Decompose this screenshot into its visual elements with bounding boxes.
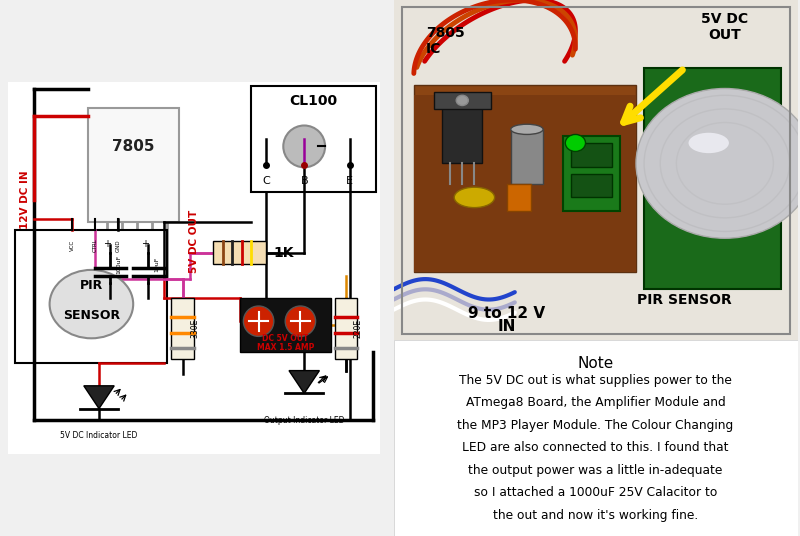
Text: +: + [102, 239, 110, 249]
Bar [414, 85, 636, 272]
Text: GND: GND [115, 239, 121, 251]
Text: PIR SENSOR: PIR SENSOR [637, 293, 732, 307]
Ellipse shape [50, 270, 134, 338]
Polygon shape [289, 370, 319, 393]
Text: B: B [300, 176, 308, 185]
Text: CTRL: CTRL [93, 239, 98, 252]
Text: VCC: VCC [70, 240, 75, 251]
Bar [571, 143, 612, 167]
Text: the output power was a little in-adequate: the output power was a little in-adequat… [469, 464, 722, 477]
Text: 7805: 7805 [112, 139, 154, 154]
Text: E: E [346, 176, 354, 185]
Text: so I attached a 1000uF 25V Calacitor to: so I attached a 1000uF 25V Calacitor to [474, 486, 718, 499]
Text: Output Indicator LED: Output Indicator LED [264, 416, 345, 425]
Text: PIR: PIR [80, 279, 103, 292]
Bar [15, 230, 167, 363]
Bar [434, 92, 490, 109]
Circle shape [243, 306, 274, 337]
Text: 5V DC OUT: 5V DC OUT [189, 210, 199, 273]
Bar [171, 299, 194, 359]
Bar [240, 299, 331, 352]
Text: 330E: 330E [190, 319, 199, 339]
Bar [334, 299, 358, 359]
Text: IN: IN [498, 319, 516, 334]
Polygon shape [84, 386, 114, 408]
Bar [563, 136, 620, 211]
Bar [510, 129, 543, 184]
Text: the MP3 Player Module. The Colour Changing: the MP3 Player Module. The Colour Changi… [458, 419, 734, 431]
Bar [213, 241, 266, 264]
Text: 10uF: 10uF [154, 257, 159, 272]
Text: 9 to 12 V: 9 to 12 V [468, 306, 546, 321]
Text: 5V DC
OUT: 5V DC OUT [702, 12, 749, 42]
Text: SENSOR: SENSOR [63, 309, 120, 322]
Ellipse shape [510, 124, 543, 135]
Text: DC 5V OUT: DC 5V OUT [262, 334, 308, 343]
Bar [414, 95, 636, 272]
Bar [442, 102, 482, 163]
Text: MAX 1.5 AMP: MAX 1.5 AMP [257, 343, 314, 352]
Text: 12V DC IN: 12V DC IN [20, 170, 30, 229]
Circle shape [286, 306, 315, 337]
Text: +: + [141, 239, 149, 249]
Ellipse shape [454, 187, 494, 207]
Bar [88, 108, 179, 222]
Circle shape [636, 88, 800, 238]
Text: 1K: 1K [274, 246, 294, 260]
Text: ATmega8 Board, the Amplifier Module and: ATmega8 Board, the Amplifier Module and [466, 396, 726, 409]
Circle shape [566, 135, 586, 152]
Text: CL100: CL100 [290, 94, 338, 108]
Text: The 5V DC out is what supplies power to the: The 5V DC out is what supplies power to … [459, 374, 732, 386]
Text: 220E: 220E [354, 319, 362, 338]
Text: Note: Note [578, 356, 614, 371]
Text: 7805
IC: 7805 IC [426, 26, 465, 56]
Circle shape [456, 95, 468, 106]
Text: 5V DC Indicator LED: 5V DC Indicator LED [60, 431, 138, 441]
Bar [506, 184, 531, 211]
Text: 100uF: 100uF [116, 255, 121, 274]
Circle shape [283, 125, 325, 167]
Text: C: C [262, 176, 270, 185]
Text: the out and now it's working fine.: the out and now it's working fine. [493, 509, 698, 522]
Bar [571, 174, 612, 197]
Bar [644, 68, 782, 289]
Ellipse shape [689, 133, 729, 153]
Text: LED are also connected to this. I found that: LED are also connected to this. I found … [462, 441, 729, 454]
Bar [251, 86, 377, 192]
